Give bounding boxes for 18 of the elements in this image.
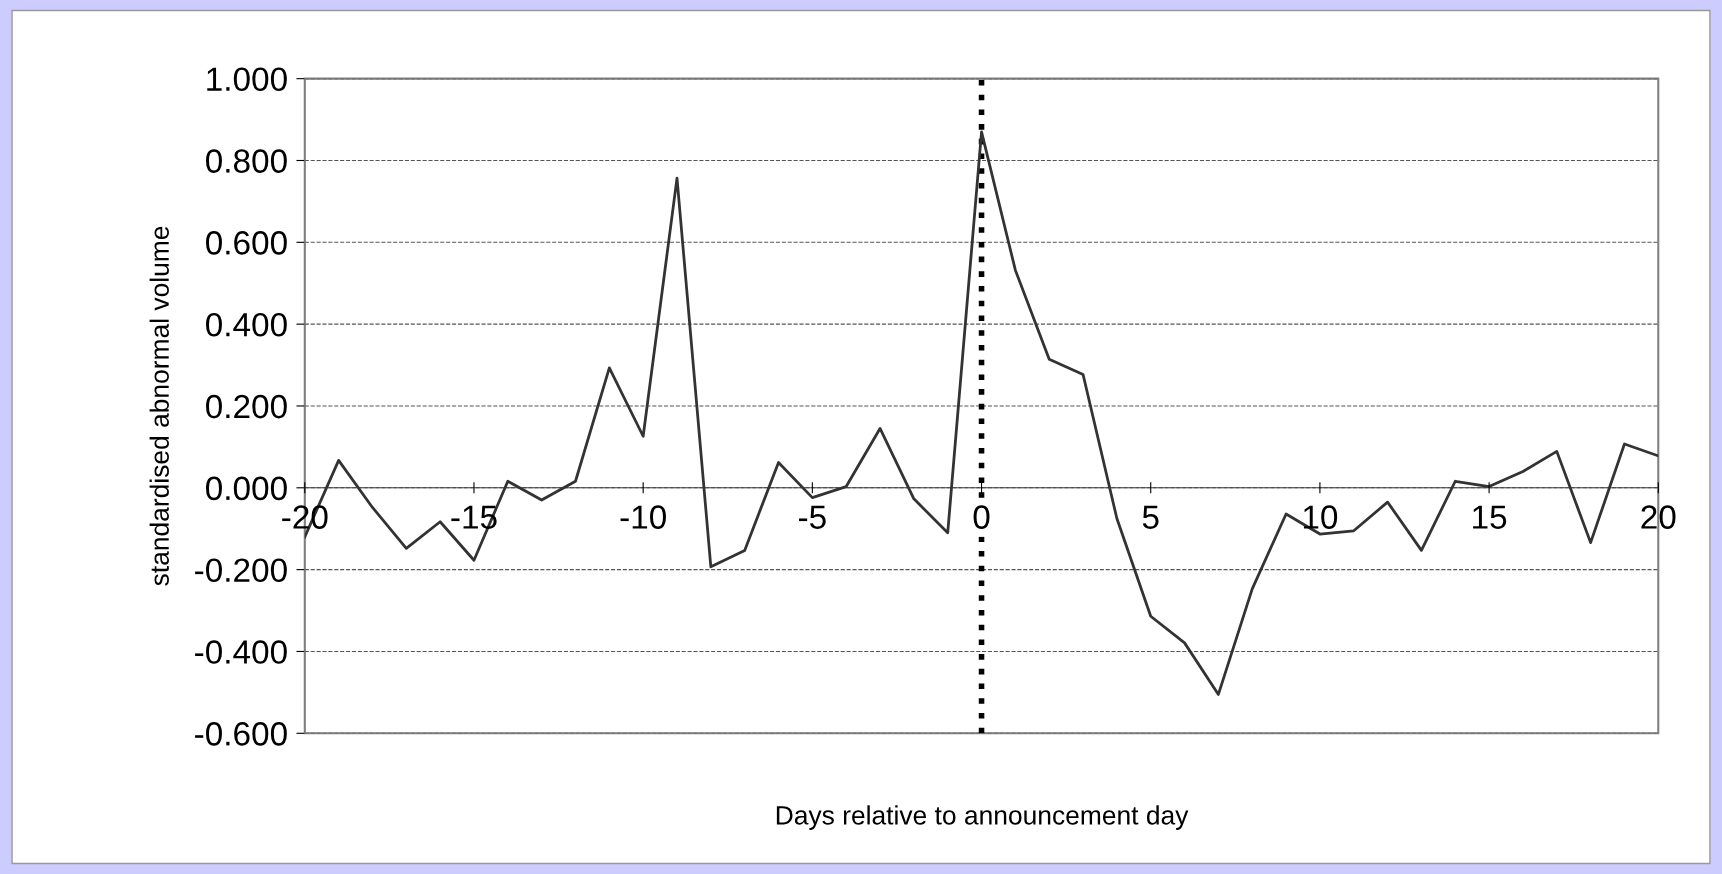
y-tick-label: 0.400 xyxy=(206,312,287,337)
y-tick-label: 0.000 xyxy=(206,476,287,501)
x-tick-label: 20 xyxy=(1641,505,1676,529)
y-tick-label: -0.400 xyxy=(195,640,287,664)
y-tick-label: 0.800 xyxy=(206,149,287,173)
y-tick-label: -0.600 xyxy=(195,722,287,746)
y-tick-label: 1.000 xyxy=(207,67,287,92)
y-tick-label: 0.200 xyxy=(206,394,287,419)
x-tick-label: -10 xyxy=(620,505,666,529)
x-tick-label: 15 xyxy=(1473,505,1507,529)
y-axis-title: standardised abnormal volume xyxy=(149,226,169,586)
x-tick-label: -5 xyxy=(799,505,826,529)
y-tick-label: 0.600 xyxy=(206,231,287,255)
x-tick-label: 0 xyxy=(973,505,990,529)
x-axis-title: Days relative to announcement day xyxy=(776,805,1189,830)
x-tick-label: 5 xyxy=(1142,505,1159,529)
x-tick-label: 10 xyxy=(1303,505,1338,529)
y-tick-label: -0.200 xyxy=(195,558,287,583)
